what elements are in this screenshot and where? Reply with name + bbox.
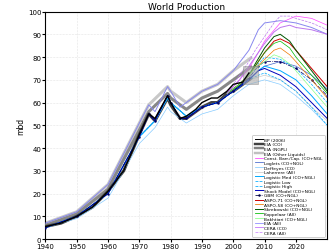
Legend: BP (2006), EIA (CO), EIA (NGPL), EIA (Other Liquids), Const. Barr./Cap. (CO+NGL,: BP (2006), EIA (CO), EIA (NGPL), EIA (Ot… bbox=[252, 136, 325, 237]
Y-axis label: mbd: mbd bbox=[16, 117, 25, 134]
Title: World Production: World Production bbox=[148, 3, 225, 12]
Bar bbox=[243, 67, 258, 85]
